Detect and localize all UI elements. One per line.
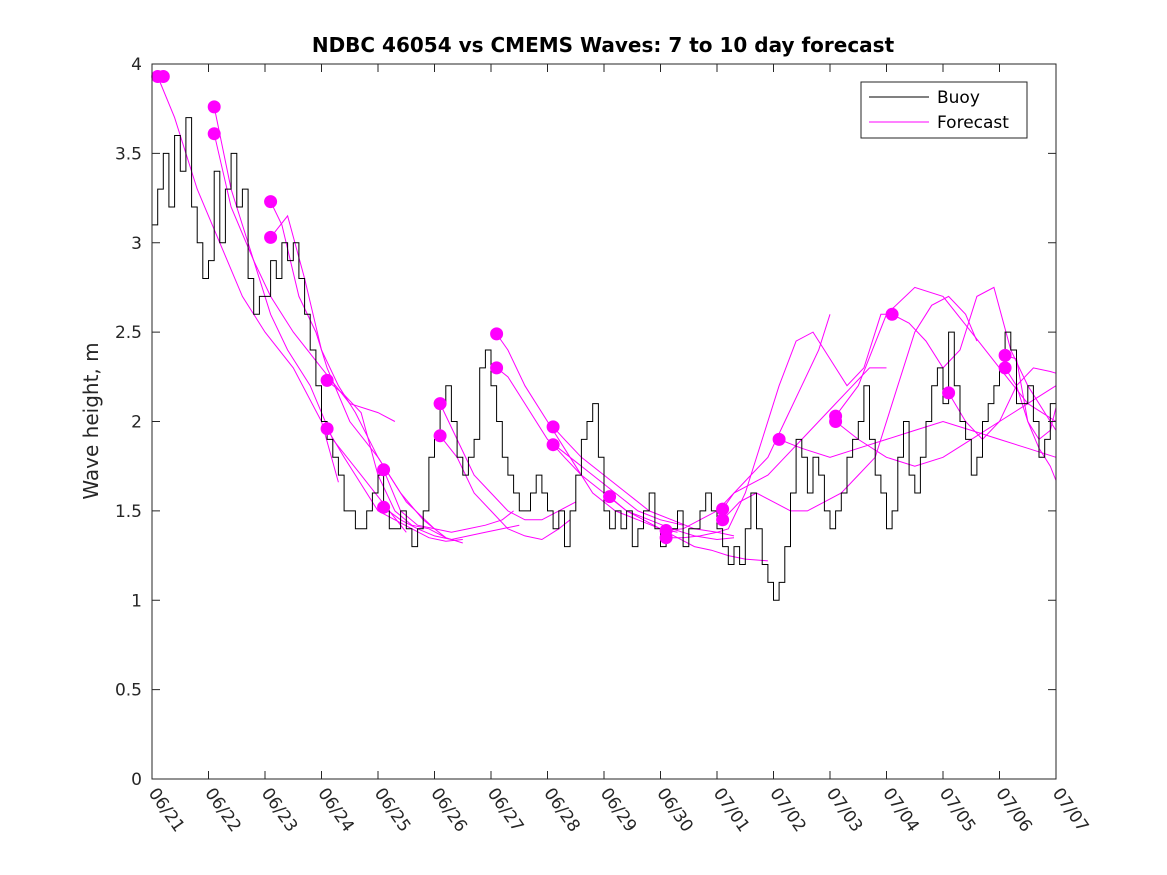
forecast-line-24 [948, 367, 1057, 441]
forecast-start-marker-27 [998, 361, 1012, 375]
forecast-start-marker-3 [207, 127, 221, 141]
forecast-line-15 [609, 496, 768, 562]
forecast-start-marker-18 [659, 531, 673, 545]
buoy-line [152, 117, 1057, 601]
y-tick-label-7: 3.5 [115, 144, 142, 164]
forecast-start-marker-13 [490, 361, 504, 375]
y-tick-label-6: 3 [131, 234, 142, 254]
plot-area [151, 70, 1057, 601]
y-tick-label-4: 2 [131, 413, 142, 433]
forecast-start-marker-11 [433, 429, 447, 443]
forecast-start-marker-9 [377, 500, 391, 514]
forecast-start-marker-4 [264, 195, 278, 209]
y-tick-label-8: 4 [131, 55, 142, 75]
forecast-line-14 [552, 444, 735, 541]
forecast-start-marker-21 [772, 432, 786, 446]
forecast-start-marker-1 [156, 70, 170, 83]
forecast-line-20 [778, 420, 1057, 458]
forecast-start-marker-15 [546, 438, 560, 452]
forecast-start-marker-24 [885, 307, 899, 321]
forecast-start-marker-25 [942, 386, 956, 400]
forecast-start-marker-12 [490, 327, 504, 341]
forecast-start-marker-16 [603, 490, 617, 504]
forecast-start-marker-23 [829, 415, 843, 428]
forecast-start-marker-19 [716, 502, 730, 516]
forecast-line-26 [1004, 367, 1057, 481]
forecast-line-0 [157, 76, 339, 483]
forecast-line-5 [326, 380, 463, 544]
forecast-start-marker-20 [716, 513, 730, 527]
y-tick-label-2: 1 [131, 591, 142, 611]
forecast-start-marker-14 [546, 420, 560, 434]
forecast-start-marker-2 [207, 100, 221, 114]
forecast-start-marker-26 [998, 348, 1012, 362]
forecast-start-marker-7 [320, 422, 334, 436]
y-tick-label-5: 2.5 [115, 323, 142, 343]
y-tick-label-3: 1.5 [115, 502, 142, 522]
forecast-line-17 [666, 313, 887, 539]
forecast-start-marker-10 [433, 397, 447, 411]
chart-title: NDBC 46054 vs CMEMS Waves: 7 to 10 day f… [312, 33, 895, 57]
forecast-line-4 [270, 214, 447, 539]
y-axis-label: Wave height, m [79, 342, 103, 499]
forecast-line-13 [552, 426, 735, 537]
forecast-line-19 [722, 295, 978, 521]
y-tick-label-0: 0 [131, 770, 142, 790]
legend: Buoy Forecast [860, 81, 1028, 139]
forecast-start-marker-6 [320, 373, 334, 387]
forecast-line-25 [1004, 354, 1057, 441]
forecast-start-marker-8 [377, 463, 391, 477]
forecast-line-6 [326, 428, 463, 542]
forecast-start-marker-5 [264, 230, 278, 244]
forecast-line-1 [213, 106, 396, 422]
legend-forecast-label: Forecast [937, 113, 1009, 133]
legend-box [860, 81, 1028, 139]
y-tick-label-1: 0.5 [115, 681, 142, 701]
legend-buoy-label: Buoy [937, 88, 980, 108]
forecast-line-22 [835, 385, 1057, 467]
